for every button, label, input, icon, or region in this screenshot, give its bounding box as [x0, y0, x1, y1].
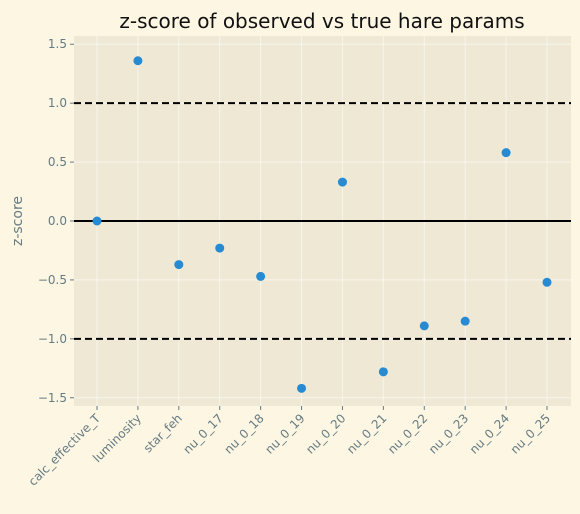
- data-point: [92, 216, 102, 226]
- data-point: [174, 260, 184, 270]
- data-point: [542, 277, 552, 287]
- y-tick-label: −1.5: [38, 391, 67, 405]
- data-points: [92, 56, 552, 393]
- reference-lines: [74, 102, 571, 340]
- chart-title: z-score of observed vs true hare params: [119, 9, 524, 33]
- data-point: [215, 243, 225, 253]
- data-point: [378, 367, 388, 377]
- data-point: [133, 56, 143, 66]
- data-point: [337, 177, 347, 187]
- y-tick-label: −0.5: [38, 273, 67, 287]
- data-point: [501, 148, 511, 158]
- y-tick-label: 0.0: [48, 214, 67, 228]
- y-tick-label: −1.0: [38, 332, 67, 346]
- y-axis-label: z-score: [10, 196, 26, 246]
- y-axis-ticks: −1.5 −1.0 −0.5 0.0 0.5 1.0 1.5: [38, 37, 74, 405]
- data-point: [419, 321, 429, 331]
- data-point: [460, 316, 470, 326]
- data-point: [297, 383, 307, 393]
- y-tick-label: 1.5: [48, 37, 67, 51]
- y-tick-label: 0.5: [48, 155, 67, 169]
- data-point: [256, 271, 266, 281]
- y-tick-label: 1.0: [48, 96, 67, 110]
